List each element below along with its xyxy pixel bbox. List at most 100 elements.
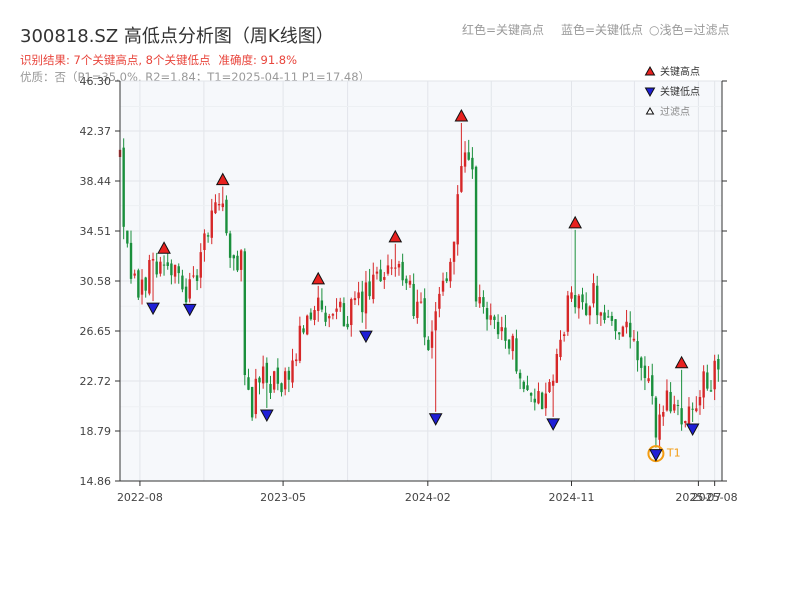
candle-body	[463, 152, 467, 167]
candle-body	[199, 252, 202, 278]
candle-body	[177, 266, 180, 274]
x-tick-label: 2024-02	[405, 491, 451, 504]
candle-body	[540, 392, 544, 410]
candle-body	[419, 301, 423, 303]
header-legend-light: ○浅色=过滤点	[649, 23, 730, 37]
candle-body	[192, 275, 195, 277]
candle-body	[702, 371, 705, 398]
candle-body	[379, 269, 382, 282]
candle-body	[368, 281, 371, 297]
y-tick-label: 22.72	[80, 375, 112, 388]
key-high-marker	[311, 271, 326, 285]
candle-body	[529, 393, 533, 396]
candle-body	[173, 264, 177, 277]
candle-body	[625, 321, 628, 328]
candle-body	[467, 152, 470, 160]
candle-body	[122, 147, 125, 227]
candle-body	[236, 255, 239, 271]
candle-body	[511, 335, 514, 352]
candle-body	[647, 378, 650, 382]
candle-body	[504, 327, 507, 341]
candle-body	[159, 261, 162, 274]
y-tick-label: 42.37	[80, 125, 112, 138]
candle-body	[684, 421, 687, 424]
candle-body	[258, 377, 261, 383]
candle-body	[588, 306, 592, 316]
legend-label: 过滤点	[660, 105, 690, 118]
result-count-text: 识别结果: 7个关键高点, 8个关键低点	[20, 53, 211, 67]
x-tick-label: 2025-07	[675, 491, 721, 504]
candle-body	[126, 230, 129, 244]
axes: 14.86 18.79 22.72 26.65 30.58 34.51 38.44 42.37…	[80, 75, 738, 504]
candle-body	[548, 382, 551, 392]
key-low-marker	[359, 330, 373, 344]
candle-body	[456, 194, 459, 245]
legend-low-icon	[644, 87, 656, 98]
candle-body	[317, 297, 320, 311]
candle-body	[496, 321, 500, 335]
candle-body	[676, 404, 680, 406]
candle-body	[632, 338, 636, 341]
candle-body	[361, 291, 364, 313]
candle-body	[698, 397, 702, 406]
candle-body	[140, 279, 144, 295]
candle-body	[342, 303, 346, 327]
candle-body	[364, 282, 368, 314]
candle-body	[129, 242, 133, 279]
candle-body	[276, 367, 280, 384]
candle-body	[335, 308, 338, 312]
candle-body	[537, 391, 540, 404]
result-summary: 识别结果: 7个关键高点, 8个关键低点 准确度: 91.8%	[20, 52, 297, 68]
candle-body	[610, 315, 614, 321]
candle-body	[599, 312, 603, 316]
chart-title: 300818.SZ 高低点分析图（周K线图）	[20, 26, 334, 47]
candle-body	[603, 312, 606, 320]
candle-body	[427, 339, 430, 351]
legend-filtered-icon	[645, 107, 655, 115]
candle-body	[184, 286, 188, 303]
candle-body	[673, 404, 676, 411]
candle-body	[618, 332, 621, 335]
x-tick-label: 2023-05	[260, 491, 306, 504]
key-low-marker	[649, 449, 663, 462]
candle-body	[188, 279, 191, 299]
legend-label: 关键低点	[660, 85, 700, 98]
candle-body	[394, 267, 397, 269]
key-high-marker	[388, 229, 403, 243]
candle-body	[151, 258, 155, 261]
candles	[118, 122, 720, 450]
candle-body	[331, 314, 335, 316]
candle-body	[430, 331, 434, 348]
legend-label: 关键高点	[660, 65, 700, 78]
candle-body	[665, 390, 669, 411]
candle-body	[375, 271, 379, 274]
candle-body	[137, 270, 140, 298]
candle-body	[346, 323, 349, 328]
candle-body	[247, 377, 250, 390]
candle-body	[243, 251, 247, 376]
candle-body	[397, 263, 401, 268]
candle-body	[651, 375, 654, 397]
candle-body	[562, 334, 566, 336]
candle-body	[162, 264, 166, 266]
candle-body	[280, 383, 283, 393]
key-low-marker	[259, 409, 274, 423]
candle-body	[474, 166, 478, 302]
header-legend-red: 红色=关键高点	[462, 23, 545, 37]
candle-body	[452, 241, 456, 262]
candle-body	[658, 414, 661, 440]
candle-body	[640, 357, 643, 368]
grid-lines	[120, 80, 722, 482]
candle-body	[206, 235, 210, 237]
y-tick-label: 38.44	[80, 175, 112, 188]
candle-body	[526, 385, 529, 390]
candle-body	[265, 362, 269, 383]
candle-body	[629, 322, 632, 338]
candle-body	[386, 265, 390, 274]
candle-body	[695, 408, 698, 412]
y-tick-label: 34.51	[80, 225, 112, 238]
candle-body	[390, 267, 393, 269]
legend-high-icon	[644, 65, 656, 76]
candle-body	[438, 293, 441, 309]
candle-body	[133, 273, 136, 276]
